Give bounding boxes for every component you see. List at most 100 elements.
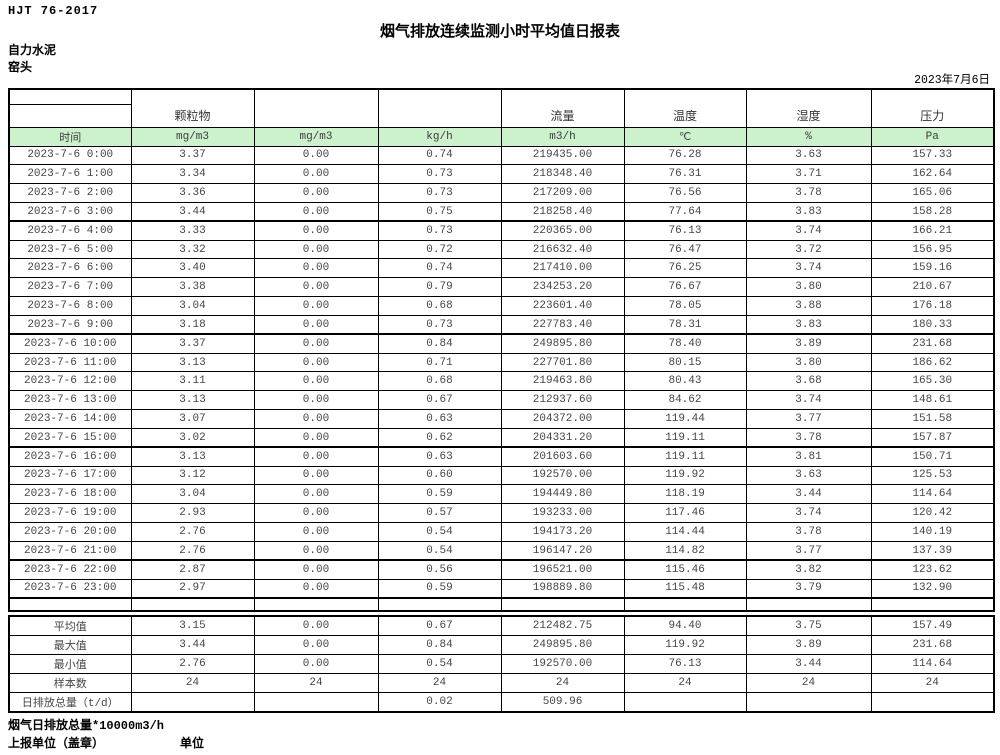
table-cell: 76.67 <box>623 277 747 298</box>
table-cell: 3.72 <box>745 239 872 260</box>
unit-header-kgh: kg/h <box>377 126 502 147</box>
table-cell: 76.25 <box>623 258 747 279</box>
table-cell: 80.43 <box>623 371 747 392</box>
column-group-blank-1 <box>253 88 379 128</box>
table-cell <box>130 692 255 713</box>
table-cell: 150.71 <box>870 446 995 467</box>
column-group-temperature: 温度 <box>623 88 747 128</box>
standard-code: HJT 76-2017 <box>8 4 99 18</box>
table-cell: 212937.60 <box>500 390 625 411</box>
table-cell: 140.19 <box>870 522 995 542</box>
table-cell: 157.33 <box>870 145 995 166</box>
table-cell: 0.79 <box>377 277 502 298</box>
table-cell: 3.78 <box>745 427 872 449</box>
table-cell: 0.60 <box>377 465 502 486</box>
monitor-location: 窑头 <box>8 61 33 75</box>
table-cell: 117.46 <box>623 503 747 524</box>
table-cell <box>623 597 747 612</box>
table-cell: 3.63 <box>745 465 872 486</box>
table-cell: 76.13 <box>623 653 747 675</box>
time-cell: 2023-7-6 22:00 <box>8 559 132 580</box>
table-cell: 218348.40 <box>500 164 625 185</box>
table-cell: 3.37 <box>130 145 255 166</box>
time-cell: 2023-7-6 12:00 <box>8 371 132 392</box>
table-cell: 0.00 <box>253 296 379 316</box>
table-cell: 194173.20 <box>500 522 625 542</box>
table-cell: 157.49 <box>870 615 995 636</box>
table-cell: 166.21 <box>870 220 995 241</box>
table-row: 2023-7-6 14:00 3.07 0.00 0.63 204372.00 119.4… <box>8 409 995 429</box>
table-cell: 3.80 <box>745 352 872 373</box>
table-cell: 123.62 <box>870 559 995 580</box>
table-row: 2023-7-6 8:00 3.04 0.00 0.68 223601.40 78.05 3… <box>8 296 995 316</box>
table-cell: 3.13 <box>130 352 255 373</box>
table-cell: 0.00 <box>253 559 379 580</box>
unit-header-celsius: ℃ <box>623 126 747 147</box>
unit-header-time: 时间 <box>8 126 132 147</box>
table-cell: 2.97 <box>130 578 255 599</box>
table-cell: 3.38 <box>130 277 255 298</box>
table-cell: 119.11 <box>623 446 747 467</box>
table-cell: 0.00 <box>253 183 379 203</box>
table-row: 2023-7-6 11:00 3.13 0.00 0.71 227701.80 80.15… <box>8 352 995 373</box>
table-row: 2023-7-6 13:00 3.13 0.00 0.67 212937.60 84.62… <box>8 390 995 411</box>
table-cell: 217209.00 <box>500 183 625 203</box>
table-cell: 158.28 <box>870 201 995 223</box>
table-cell: 0.00 <box>253 578 379 599</box>
table-cell: 223601.40 <box>500 296 625 316</box>
table-cell: 78.05 <box>623 296 747 316</box>
table-cell: 0.00 <box>253 653 379 675</box>
table-cell: 0.00 <box>253 390 379 411</box>
time-cell: 2023-7-6 21:00 <box>8 540 132 562</box>
time-cell: 2023-7-6 19:00 <box>8 503 132 524</box>
daily-total-note: 烟气日排放总量*10000m3/h <box>8 719 165 733</box>
table-cell: 165.30 <box>870 371 995 392</box>
table-cell: 0.00 <box>253 540 379 562</box>
summary-rows: 平均值 3.15 0.00 0.67 212482.75 94.40 3.75 157.49 最… <box>8 615 995 713</box>
table-row: 2023-7-6 21:00 2.76 0.00 0.54 196147.20 114.8… <box>8 540 995 562</box>
hourly-report-table: 颗粒物 流量 温度 湿度 压力 时间 mg/m3 mg/m3 kg/h m3/h… <box>8 88 995 612</box>
table-row: 2023-7-6 2:00 3.36 0.00 0.73 217209.00 76.56 3… <box>8 183 995 203</box>
table-cell: 0.00 <box>253 277 379 298</box>
unit-header-mgm3-1: mg/m3 <box>130 126 255 147</box>
table-cell: 234253.20 <box>500 277 625 298</box>
table-cell: 162.64 <box>870 164 995 185</box>
table-row: 2023-7-6 23:00 2.97 0.00 0.59 198889.80 115.4… <box>8 578 995 599</box>
table-cell: 3.74 <box>745 220 872 241</box>
table-cell: 0.00 <box>253 239 379 260</box>
table-cell: 0.00 <box>253 446 379 467</box>
table-cell: 0.57 <box>377 503 502 524</box>
table-cell: 114.82 <box>623 540 747 562</box>
table-cell: 80.15 <box>623 352 747 373</box>
table-cell: 114.44 <box>623 522 747 542</box>
table-cell: 212482.75 <box>500 615 625 636</box>
table-cell: 0.00 <box>253 409 379 429</box>
header-time-spacer-cell <box>8 103 132 128</box>
summary-label-cell: 日排放总量（t/d） <box>8 692 132 713</box>
table-cell: 0.02 <box>377 692 502 713</box>
table-cell: 3.68 <box>745 371 872 392</box>
company-name: 自力水泥 <box>8 44 57 58</box>
table-cell: 0.00 <box>253 484 379 505</box>
table-cell: 3.11 <box>130 371 255 392</box>
table-cell: 76.28 <box>623 145 747 166</box>
time-cell: 2023-7-6 17:00 <box>8 465 132 486</box>
table-cell: 0.00 <box>253 522 379 542</box>
table-cell: 216632.40 <box>500 239 625 260</box>
table-cell: 196521.00 <box>500 559 625 580</box>
table-cell: 0.54 <box>377 540 502 562</box>
table-cell <box>500 597 625 612</box>
unit-header-percent: % <box>745 126 872 147</box>
table-cell: 3.89 <box>745 634 872 655</box>
table-cell: 3.82 <box>745 559 872 580</box>
column-group-flow: 流量 <box>500 88 625 128</box>
table-cell <box>870 692 995 713</box>
table-cell: 3.89 <box>745 333 872 354</box>
table-cell: 0.00 <box>253 371 379 392</box>
summary-row: 最小值 2.76 0.00 0.54 192570.00 76.13 3.44 114.64 <box>8 653 995 675</box>
time-cell: 2023-7-6 9:00 <box>8 314 132 336</box>
table-cell: 125.53 <box>870 465 995 486</box>
table-cell: 24 <box>745 673 872 694</box>
table-cell: 0.00 <box>253 503 379 524</box>
